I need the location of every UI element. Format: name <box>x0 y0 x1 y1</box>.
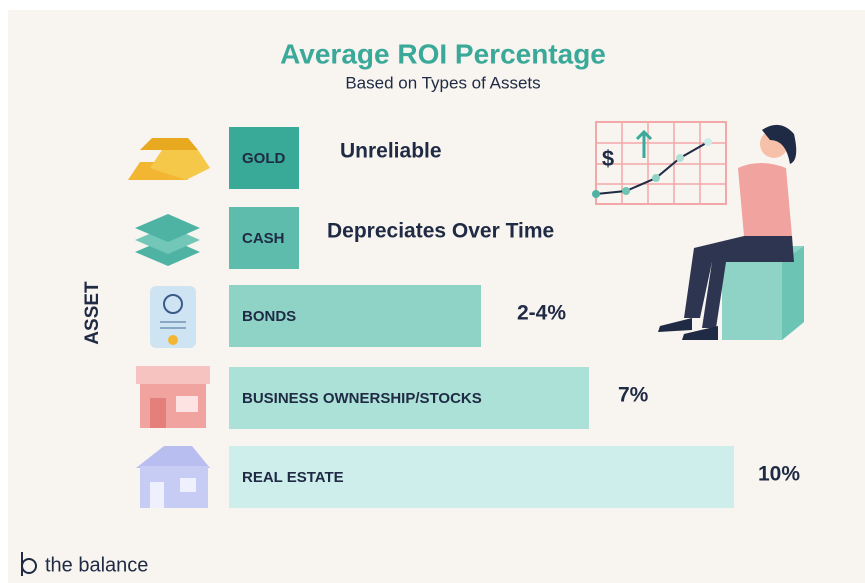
gold-icon <box>128 138 210 180</box>
logo: the balance <box>21 552 148 576</box>
asset-label: GOLD <box>242 150 285 167</box>
house-icon <box>136 446 210 508</box>
asset-label: CASH <box>242 230 285 247</box>
bar <box>229 367 589 429</box>
bar <box>229 285 481 347</box>
asset-label: BONDS <box>242 308 296 325</box>
roi-label: 10% <box>758 463 800 486</box>
subtitle: Based on Types of Assets <box>345 73 540 92</box>
bar <box>229 127 299 189</box>
roi-label: 7% <box>618 384 649 407</box>
roi-label: Depreciates Over Time <box>327 220 554 243</box>
bar <box>229 207 299 269</box>
title: Average ROI Percentage <box>280 38 606 69</box>
graph-symbol: $ <box>602 146 614 171</box>
asset-label: BUSINESS OWNERSHIP/STOCKS <box>242 390 482 407</box>
woman-illustration <box>658 124 804 340</box>
bonds-icon <box>150 286 196 348</box>
roi-label: 2-4% <box>517 302 566 325</box>
axis-label: ASSET <box>82 281 103 345</box>
bar <box>229 446 734 508</box>
cash-icon <box>135 214 200 266</box>
asset-label: REAL ESTATE <box>242 469 344 486</box>
store-icon <box>136 366 210 428</box>
graph-illustration: $ <box>592 121 727 205</box>
logo-text: the balance <box>45 554 148 576</box>
roi-label: Unreliable <box>340 140 442 163</box>
